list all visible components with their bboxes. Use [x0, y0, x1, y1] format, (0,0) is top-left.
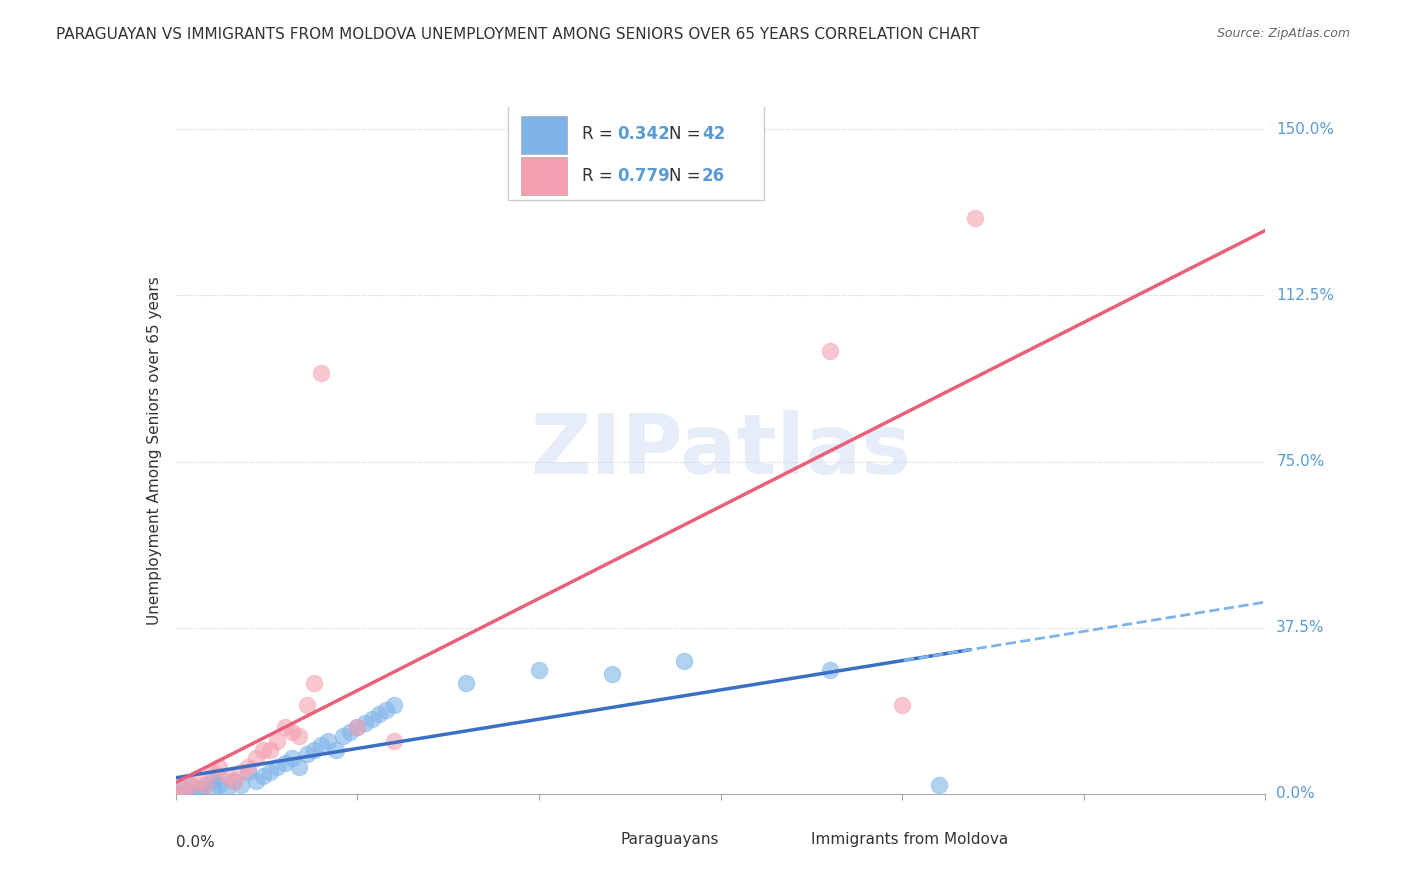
- Text: ZIPatlas: ZIPatlas: [530, 410, 911, 491]
- Text: N =: N =: [669, 167, 706, 185]
- FancyBboxPatch shape: [508, 103, 765, 200]
- Text: PARAGUAYAN VS IMMIGRANTS FROM MOLDOVA UNEMPLOYMENT AMONG SENIORS OVER 65 YEARS C: PARAGUAYAN VS IMMIGRANTS FROM MOLDOVA UN…: [56, 27, 980, 42]
- Text: 0.0%: 0.0%: [176, 835, 215, 850]
- Text: 150.0%: 150.0%: [1277, 121, 1334, 136]
- Text: 112.5%: 112.5%: [1277, 288, 1334, 303]
- Text: N =: N =: [669, 126, 706, 144]
- Text: 75.0%: 75.0%: [1277, 454, 1324, 469]
- Text: R =: R =: [582, 126, 619, 144]
- Text: 37.5%: 37.5%: [1277, 620, 1324, 635]
- Text: Immigrants from Moldova: Immigrants from Moldova: [811, 831, 1008, 847]
- Text: 42: 42: [702, 126, 725, 144]
- Text: 0.0%: 0.0%: [1277, 787, 1315, 801]
- Text: 0.342: 0.342: [617, 126, 669, 144]
- Text: Paraguayans: Paraguayans: [620, 831, 718, 847]
- Text: 0.779: 0.779: [617, 167, 669, 185]
- Text: Source: ZipAtlas.com: Source: ZipAtlas.com: [1216, 27, 1350, 40]
- Text: R =: R =: [582, 167, 619, 185]
- FancyBboxPatch shape: [522, 157, 567, 195]
- Y-axis label: Unemployment Among Seniors over 65 years: Unemployment Among Seniors over 65 years: [146, 277, 162, 624]
- FancyBboxPatch shape: [769, 826, 804, 852]
- FancyBboxPatch shape: [579, 826, 614, 852]
- Text: 26: 26: [702, 167, 725, 185]
- FancyBboxPatch shape: [522, 116, 567, 153]
